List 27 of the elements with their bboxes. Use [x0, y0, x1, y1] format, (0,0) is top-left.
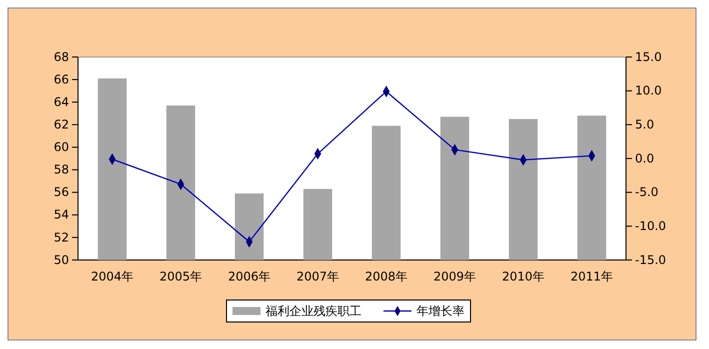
- y2-tick-label: -10.0: [635, 219, 666, 234]
- y-tick-label: 66: [54, 72, 69, 86]
- x-tick-label: 2011年: [570, 270, 614, 284]
- y-tick-label: 58: [54, 162, 69, 177]
- y2-tick-label: 0.0: [635, 151, 654, 166]
- legend-label: 年增长率: [416, 304, 464, 318]
- x-tick-label: 2010年: [502, 270, 545, 284]
- y-tick-label: 56: [54, 185, 69, 200]
- y-tick-label: 50: [54, 252, 69, 267]
- x-tick-label: 2009年: [433, 270, 476, 284]
- x-tick-label: 2006年: [228, 270, 271, 284]
- y2-tick-label: -15.0: [635, 252, 666, 267]
- y2-tick-label: 15.0: [635, 50, 662, 64]
- y-tick-label: 62: [54, 118, 69, 132]
- y2-tick-label: 10.0: [635, 84, 662, 98]
- y-tick-label: 60: [54, 140, 69, 154]
- y-tick-label: 54: [54, 208, 69, 222]
- legend-label: 福利企业残疾职工: [266, 304, 362, 318]
- y2-tick-label: 5.0: [635, 118, 654, 132]
- y-tick-label: 68: [54, 50, 69, 64]
- y2-tick-label: -5.0: [635, 185, 658, 200]
- y-tick-label: 52: [54, 230, 69, 244]
- x-tick-label: 2008年: [364, 270, 408, 284]
- x-tick-label: 2004年: [90, 270, 134, 284]
- y-tick-label: 64: [54, 94, 69, 109]
- x-tick-label: 2005年: [159, 270, 202, 284]
- x-tick-label: 2007年: [296, 270, 340, 284]
